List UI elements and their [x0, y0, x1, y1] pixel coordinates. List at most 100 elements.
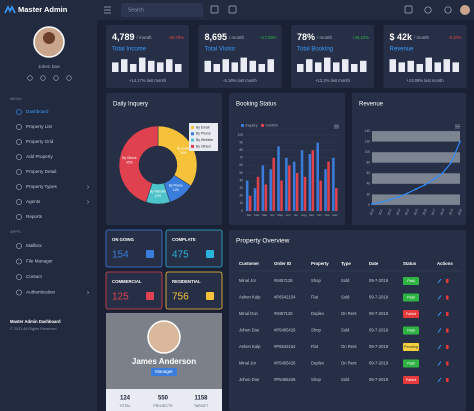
legend-label: Confirm [266, 123, 279, 127]
mini-bar [139, 57, 146, 72]
legend-label: By Others [196, 144, 211, 148]
stat-tile [165, 271, 223, 310]
point [432, 178, 435, 181]
table-cell: Johen Doe [239, 377, 260, 382]
x-tick-label: Nov [325, 213, 331, 217]
search-box[interactable] [121, 3, 203, 17]
bar [292, 161, 296, 211]
top-icon[interactable] [210, 5, 219, 14]
status-label: Pending [404, 345, 418, 349]
y-tick-label: 120 [365, 139, 371, 143]
menu-item[interactable]: Add Property [26, 154, 54, 159]
table-cell: Sold [341, 278, 350, 283]
y-tick-label: 50 [239, 171, 243, 175]
menu-toggle[interactable] [104, 6, 111, 14]
stat-change: -5.33% [448, 35, 462, 40]
edit-icon[interactable] [437, 361, 442, 366]
mini-bar [425, 57, 432, 72]
sidebar-icon[interactable] [53, 75, 59, 81]
sidebar-icon[interactable] [66, 75, 72, 81]
legend-swatch [241, 124, 244, 127]
bar [288, 165, 291, 211]
menu-item[interactable]: Dashboard [26, 109, 49, 114]
chevron [86, 290, 90, 295]
stat-note: +13.09% last month [406, 78, 444, 83]
stat-label: Total Booking [297, 47, 333, 53]
menu-item[interactable]: Property Detail [26, 169, 56, 174]
menu-item[interactable]: Reports [26, 214, 43, 219]
table-cell: 09-7-2019 [369, 328, 389, 333]
column-header: Actions [437, 261, 453, 266]
bar [327, 161, 330, 211]
stat-value: $ 42k [390, 32, 414, 42]
stat-unit: / month [414, 35, 430, 40]
x-tick-label: Jul [294, 213, 298, 217]
sidebar-icon[interactable] [40, 75, 46, 81]
table-cell: Minal Jor [239, 361, 257, 366]
stat-card [383, 25, 467, 88]
profile-stat-label: TOTAL [119, 404, 130, 408]
delete-icon[interactable] [446, 295, 449, 300]
edit-icon[interactable] [437, 328, 442, 333]
tile-label: COMMERCIAL [112, 279, 142, 284]
bar [261, 165, 265, 211]
slice-label: 10% [155, 194, 162, 198]
menu-item[interactable]: Authentication [26, 290, 56, 295]
menu-item[interactable]: Property Grid [26, 139, 54, 144]
user-name[interactable]: Johen Doe [38, 64, 60, 69]
user-avatar[interactable] [460, 5, 470, 15]
edit-icon[interactable] [437, 377, 442, 383]
edit-icon[interactable] [437, 278, 442, 284]
menu-item[interactable]: Contact [26, 274, 43, 279]
table-cell: 09-7-2019 [369, 344, 389, 349]
delete-icon[interactable] [446, 345, 449, 349]
menu-icon [16, 139, 22, 145]
menu-item[interactable]: Property List [26, 124, 53, 129]
y-tick-label: 40 [366, 182, 370, 186]
column-header: Order ID [274, 261, 291, 266]
x-tick-label: Oct [317, 213, 322, 217]
menu-item[interactable]: Agents [26, 199, 41, 204]
x-tick-label: 2010 [369, 208, 375, 216]
bar [248, 195, 252, 211]
y-tick-label: 100 [365, 150, 371, 154]
menu-icon [16, 243, 22, 249]
card-menu[interactable] [334, 124, 339, 129]
table-cell: Johen Doe [239, 328, 260, 333]
delete-icon[interactable] [446, 328, 449, 333]
x-tick-label: 2013 [395, 208, 401, 216]
y-tick-label: 40 [239, 178, 243, 182]
card-menu[interactable] [455, 124, 460, 129]
message-icon[interactable] [444, 6, 452, 14]
menu-item[interactable]: Property Types [26, 184, 58, 189]
table-cell: Ashen Kalp [239, 295, 261, 300]
top-icon[interactable] [404, 5, 413, 14]
notification-icon[interactable] [424, 6, 432, 14]
x-tick-label: 2015 [413, 208, 419, 216]
sidebar-icon[interactable] [27, 75, 33, 81]
status-label: Failed [406, 312, 416, 316]
menu-item[interactable]: File Manager [26, 259, 53, 264]
column-header: Customer [239, 261, 259, 266]
x-tick-label: 2011 [378, 208, 384, 216]
status-badge [403, 293, 419, 302]
delete-icon[interactable] [446, 378, 449, 382]
point [371, 203, 373, 205]
x-tick-label: Feb [254, 213, 260, 217]
menu-item[interactable]: Mailbox [26, 243, 43, 248]
edit-icon[interactable] [437, 344, 442, 350]
edit-icon[interactable] [437, 311, 442, 317]
delete-icon[interactable] [446, 361, 449, 366]
y-tick-label: 0 [368, 203, 370, 207]
top-icon[interactable] [228, 5, 237, 14]
chart-title: Daily Inquery [113, 102, 148, 108]
tile-icon [146, 250, 154, 258]
mini-bar [175, 64, 182, 72]
stat-label: Total Income [112, 47, 147, 53]
delete-icon[interactable] [446, 279, 449, 283]
stat-label: Revenue [390, 47, 415, 53]
menu-icon [16, 289, 22, 296]
delete-icon[interactable] [446, 312, 449, 316]
edit-icon[interactable] [437, 295, 442, 300]
